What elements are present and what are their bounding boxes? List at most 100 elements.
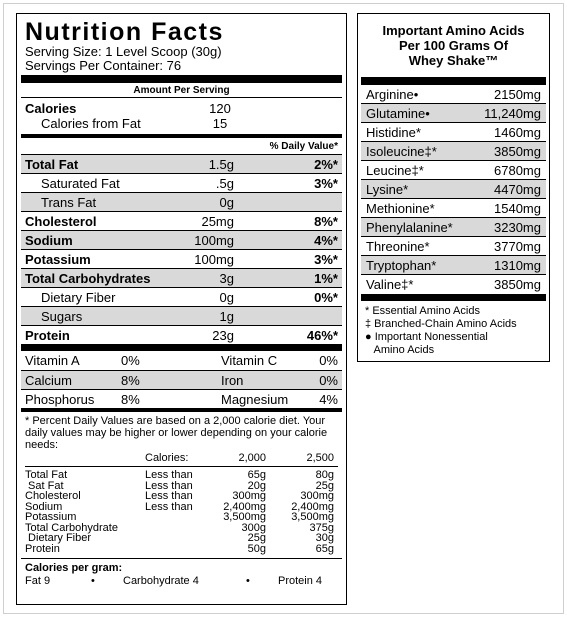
- bullet: •: [91, 575, 95, 587]
- amino-legend: * Essential Amino Acids ‡ Branched-Chain …: [361, 301, 546, 357]
- amino-acid-panel: Important Amino Acids Per 100 Grams Of W…: [357, 13, 550, 362]
- amino-title-line1: Important Amino Acids: [382, 23, 525, 38]
- amino-row: Arginine• 2150mg: [361, 85, 546, 104]
- amino-value: 3850mg: [494, 277, 541, 292]
- amino-name: Valine‡*: [366, 277, 414, 292]
- nutrient-amount: 100mg: [194, 233, 234, 248]
- nutrient-label: Dietary Fiber: [41, 290, 116, 305]
- footnote-value-2500: 3,500mg: [291, 511, 334, 523]
- amino-row: Isoleucine‡* 3850mg: [361, 142, 546, 161]
- nutrient-daily-value: 1%*: [314, 271, 338, 286]
- nutrient-row: Total Carbohydrates 3g 1%*: [21, 268, 342, 287]
- vitamin-row: Calcium 8% Iron 0%: [21, 370, 342, 389]
- calories-fat-label: Calories from Fat: [41, 116, 141, 131]
- calories-per-gram: Calories per gram: Fat 9 • Carbohydrate …: [21, 559, 342, 589]
- footnote-value-2000: 300mg: [232, 490, 266, 502]
- calories-col-label: Calories:: [145, 452, 189, 464]
- footnote-value-2500: 30g: [315, 532, 334, 544]
- footnote-label: Potassium: [25, 511, 77, 523]
- daily-value-footnote: * Percent Daily Values are based on a 2,…: [25, 415, 328, 451]
- calories-per-gram-values: Fat 9 • Carbohydrate 4 • Protein 4: [25, 575, 338, 589]
- legend-line: ‡ Branched-Chain Amino Acids: [365, 318, 517, 330]
- amino-value: 4470mg: [494, 182, 541, 197]
- amino-value: 11,240mg: [484, 106, 541, 121]
- amino-name: Isoleucine‡*: [366, 144, 437, 159]
- footnote-label: Cholesterol: [25, 490, 81, 502]
- footnote-value-2500: 80g: [315, 469, 334, 481]
- fat-per-gram: Fat 9: [25, 575, 51, 587]
- nutrient-amount: 3g: [219, 271, 234, 286]
- vitamin-pct: 4%: [319, 392, 338, 407]
- footnote-compare: Less than: [145, 479, 193, 492]
- amino-value: 3230mg: [494, 220, 541, 235]
- footnote-value-2000: 25g: [247, 532, 266, 544]
- footnote-value-2000: 20g: [247, 479, 266, 492]
- amino-name: Lysine*: [366, 182, 409, 197]
- nutrient-daily-value: 0%*: [314, 290, 338, 305]
- calories-fat-row: Calories from Fat 15: [21, 116, 342, 131]
- vitamin-pct: 0%: [121, 353, 140, 368]
- vitamin-label: Vitamin C: [221, 353, 278, 368]
- footnote-table: Calories: 2,000 2,500 Total Fat Less than…: [21, 451, 342, 554]
- footnote-value-2000: 65g: [247, 469, 266, 481]
- nutrient-daily-value: 3%*: [314, 176, 338, 191]
- nutrient-row: Protein 23g 46%*: [21, 325, 342, 344]
- carb-per-gram: Carbohydrate 4: [123, 575, 199, 587]
- footnote-label: Sat Fat: [25, 479, 64, 492]
- footnote-label: Sodium: [25, 500, 63, 513]
- legend-line: Amino Acids: [365, 344, 435, 356]
- nutrient-label: Cholesterol: [25, 214, 97, 229]
- nutrient-row: Sugars 1g: [21, 306, 342, 325]
- amino-name: Glutamine•: [366, 106, 430, 121]
- vitamin-pct: 0%: [319, 373, 338, 388]
- divider-medium: [21, 408, 342, 412]
- footnote-value-2000: 50g: [247, 542, 266, 555]
- footnote-row: Potassium 3,500mg 3,500mg: [25, 512, 338, 523]
- footnote-row: Sodium Less than 2,400mg 2,400mg: [25, 500, 338, 513]
- col-2000: 2,000: [238, 452, 266, 464]
- col-2500: 2,500: [306, 452, 334, 464]
- divider: [21, 558, 342, 559]
- amino-value: 6780mg: [494, 163, 541, 178]
- amino-value: 1540mg: [494, 201, 541, 216]
- amino-value: 1460mg: [494, 125, 541, 140]
- divider: [21, 97, 342, 98]
- footnote-value-2000: 300g: [241, 521, 266, 534]
- nutrient-label: Total Carbohydrates: [25, 271, 151, 286]
- amino-value: 3770mg: [494, 239, 541, 254]
- amino-row: Leucine‡* 6780mg: [361, 161, 546, 180]
- divider-thick: [21, 75, 342, 83]
- nutrient-row: Saturated Fat .5g 3%*: [21, 173, 342, 192]
- footnote-value-2000: 2,400mg: [223, 500, 266, 513]
- divider-thick: [361, 77, 546, 85]
- amino-value: 2150mg: [494, 87, 541, 102]
- nutrient-row: Dietary Fiber 0g 0%*: [21, 287, 342, 306]
- nutrient-list: Total Fat 1.5g 2%* Saturated Fat .5g 3%* Trans…: [21, 154, 342, 344]
- footnote-table-header: Calories: 2,000 2,500: [25, 451, 338, 465]
- nutrient-row: Potassium 100mg 3%*: [21, 249, 342, 268]
- nutrient-amount: 1g: [219, 309, 234, 324]
- footnote-row: Cholesterol Less than 300mg 300mg: [25, 491, 338, 502]
- nutrient-label: Sugars: [41, 309, 83, 324]
- nutrient-label: Protein: [25, 328, 70, 343]
- amino-value: 1310mg: [494, 258, 541, 273]
- serving-size: Serving Size: 1 Level Scoop (30g): [25, 44, 222, 59]
- footnote-compare: Less than: [145, 490, 193, 502]
- nutrient-label: Total Fat: [25, 157, 79, 172]
- calories-fat-value: 15: [212, 116, 228, 131]
- vitamin-label: Magnesium: [221, 392, 289, 407]
- nutrient-amount: 25mg: [201, 214, 234, 229]
- divider-thick: [361, 294, 546, 301]
- nutrient-row: Total Fat 1.5g 2%*: [21, 154, 342, 173]
- protein-per-gram: Protein 4: [278, 575, 323, 587]
- nutrient-row: Trans Fat 0g: [21, 192, 342, 211]
- amino-row: Threonine* 3770mg: [361, 237, 546, 256]
- footnote-label: Total Carbohydrate: [25, 521, 118, 534]
- image-frame: [3, 3, 564, 614]
- amino-row: Phenylalanine* 3230mg: [361, 218, 546, 237]
- footnote-row: Protein 50g 65g: [25, 542, 338, 555]
- amino-name: Histidine*: [366, 125, 421, 140]
- calories-value: 120: [209, 101, 231, 116]
- amino-name: Threonine*: [366, 239, 430, 254]
- divider-medium: [21, 134, 342, 138]
